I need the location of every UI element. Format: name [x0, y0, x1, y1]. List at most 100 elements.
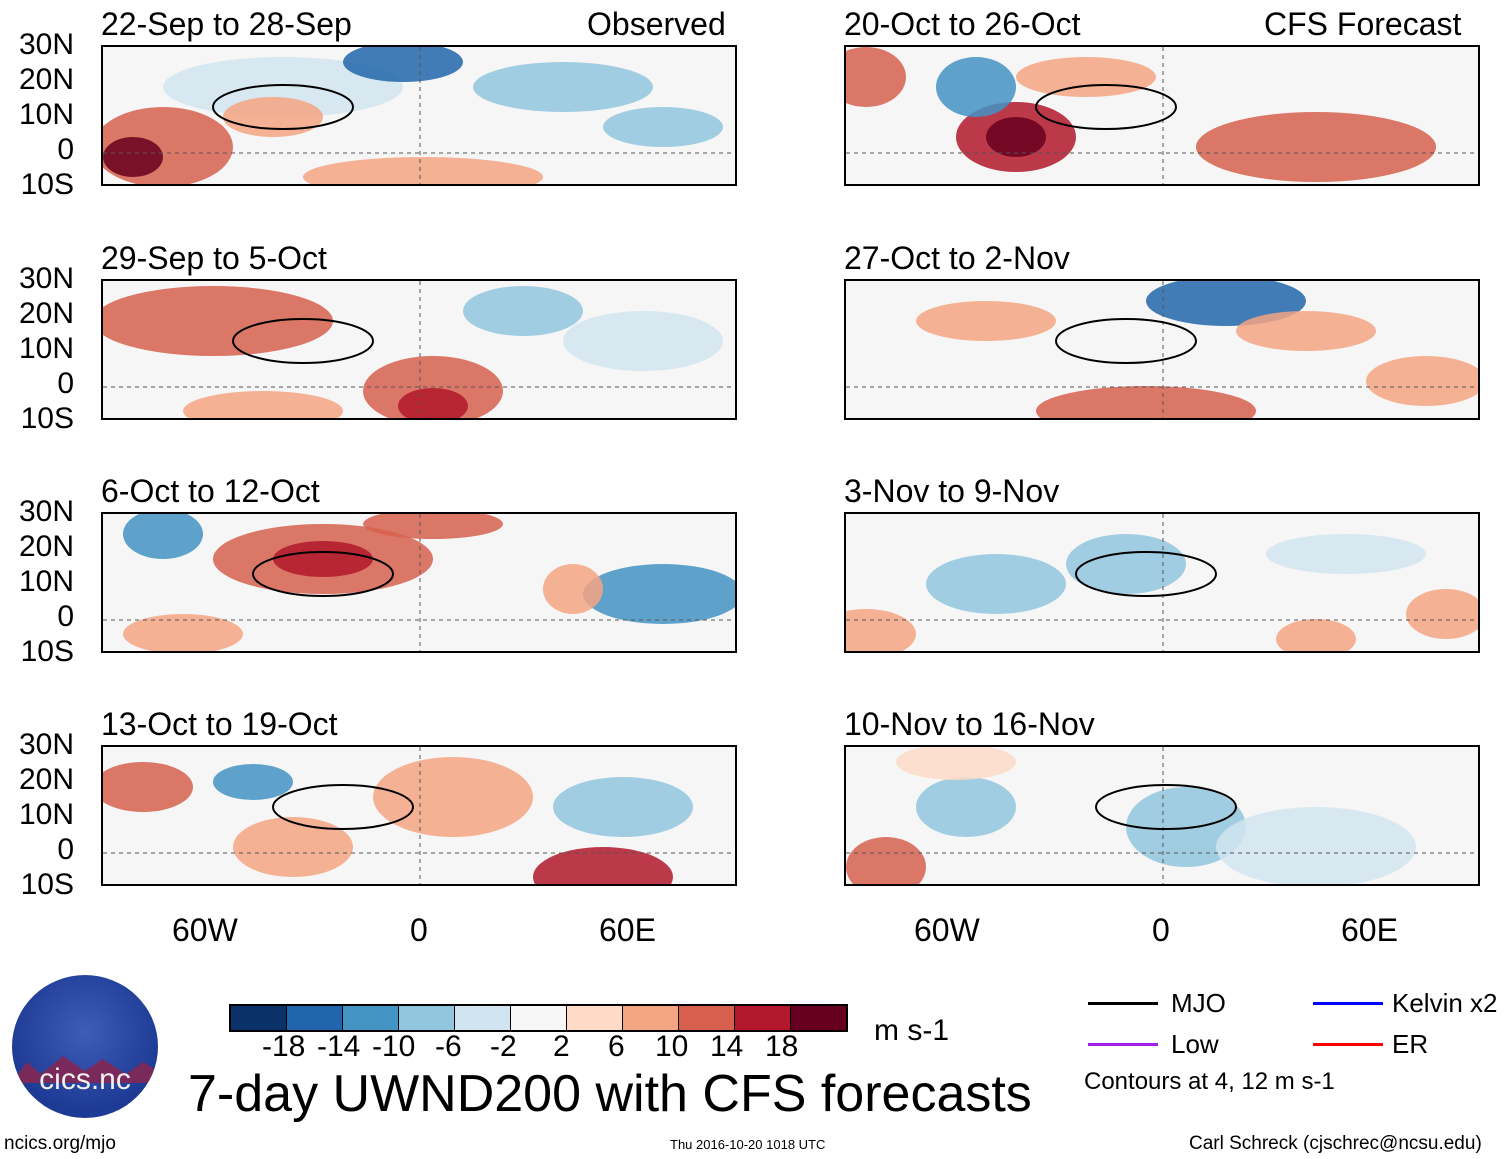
panel-title: 27-Oct to 2-Nov — [844, 240, 1070, 276]
map-panel-3 — [101, 745, 737, 886]
wind-anomaly-shading — [916, 777, 1016, 837]
colorbar-level-label: 10 — [655, 1030, 689, 1063]
wind-anomaly-shading — [1196, 112, 1436, 182]
wind-anomaly-shading — [303, 157, 543, 184]
colorbar-level-label: -10 — [372, 1030, 416, 1063]
mjo-contour — [1095, 784, 1237, 830]
lon-tick-left-60w: 60W — [172, 912, 238, 948]
mjo-contour — [252, 551, 394, 597]
lat-tick-label: 10S — [20, 635, 74, 668]
lat-tick-label: 30N — [18, 262, 74, 295]
lat-tick-label: 0 — [57, 367, 74, 400]
legend-mjo: MJO — [1171, 988, 1226, 1018]
wind-anomaly-shading — [1066, 534, 1186, 594]
wind-anomaly-shading — [398, 388, 468, 418]
colorbar-swatch — [679, 1006, 735, 1030]
mjo-contour — [232, 318, 374, 364]
lat-tick-label: 10S — [20, 868, 74, 901]
mjo-contour — [272, 784, 414, 830]
lat-tick-label: 10N — [18, 332, 74, 365]
wind-anomaly-shading — [233, 817, 353, 877]
contour-note: Contours at 4, 12 m s-1 — [1084, 1068, 1335, 1095]
map-panel-0 — [101, 45, 737, 186]
cics-logo: cics.nc — [12, 975, 158, 1118]
lat-tick-label: 20N — [18, 530, 74, 563]
wind-anomaly-shading — [1406, 589, 1478, 639]
mjo-contour — [212, 84, 354, 130]
wind-anomaly-shading — [603, 107, 723, 147]
wind-anomaly-shading — [473, 62, 653, 112]
colorbar-swatch — [231, 1006, 287, 1030]
colorbar-level-label: -18 — [262, 1030, 306, 1063]
wind-anomaly-shading — [343, 47, 463, 82]
wind-anomaly-shading — [1036, 386, 1256, 418]
colorbar — [229, 1004, 848, 1032]
wind-anomaly-shading — [1236, 311, 1376, 351]
wind-anomaly-shading — [273, 541, 373, 577]
map-panel-4 — [844, 45, 1480, 186]
colorbar-swatch — [735, 1006, 791, 1030]
wind-anomaly-shading — [583, 564, 735, 624]
lat-tick-label: 10S — [20, 168, 74, 201]
wind-anomaly-shading — [1016, 57, 1156, 97]
footer-url[interactable]: ncics.org/mjo — [4, 1133, 116, 1154]
mjo-contour — [1075, 551, 1217, 597]
wind-anomaly-shading — [103, 762, 193, 812]
wind-anomaly-shading — [363, 514, 503, 539]
panel-title: 22-Sep to 28-Sep — [101, 6, 352, 42]
lat-tick-label: 10N — [18, 798, 74, 831]
lat-tick-label: 10N — [18, 565, 74, 598]
wind-anomaly-shading — [563, 311, 723, 371]
wind-anomaly-shading — [846, 837, 926, 884]
wind-anomaly-shading — [916, 301, 1056, 341]
wind-anomaly-shading — [846, 47, 906, 107]
colorbar-swatch — [287, 1006, 343, 1030]
colorbar-swatch — [791, 1006, 846, 1030]
wind-anomaly-shading — [103, 286, 333, 356]
footer-timestamp: Thu 2016-10-20 1018 UTC — [670, 1137, 826, 1152]
colorbar-units: m s-1 — [874, 1014, 949, 1047]
wind-anomaly-shading — [896, 747, 1016, 780]
colorbar-level-label: 14 — [710, 1030, 744, 1063]
mjo-contour — [1055, 318, 1197, 364]
wind-anomaly-shading — [1216, 807, 1416, 884]
map-panel-2 — [101, 512, 737, 653]
wind-anomaly-shading — [123, 614, 243, 651]
lat-tick-label: 30N — [18, 28, 74, 61]
map-panel-5 — [844, 279, 1480, 420]
legend-line-low — [1088, 1043, 1158, 1046]
wind-anomaly-shading — [213, 764, 293, 800]
legend-er: ER — [1392, 1029, 1429, 1059]
wind-anomaly-shading — [463, 286, 583, 336]
wind-anomaly-shading — [123, 514, 203, 559]
observed-header: Observed — [587, 6, 726, 42]
colorbar-level-label: -14 — [317, 1030, 361, 1063]
wind-anomaly-shading — [223, 97, 323, 137]
wind-anomaly-shading — [163, 57, 403, 117]
panel-title: 10-Nov to 16-Nov — [844, 706, 1095, 742]
wind-anomaly-shading — [936, 57, 1016, 117]
lat-tick-label: 10S — [20, 402, 74, 435]
lon-tick-left-0: 0 — [410, 912, 428, 948]
wind-anomaly-shading — [553, 777, 693, 837]
legend-low: Low — [1171, 1029, 1219, 1059]
map-panel-1 — [101, 279, 737, 420]
wind-anomaly-shading — [373, 757, 533, 837]
lat-tick-label: 30N — [18, 495, 74, 528]
panel-title: 6-Oct to 12-Oct — [101, 473, 320, 509]
figure-title: 7-day UWND200 with CFS forecasts — [188, 1065, 1032, 1123]
panel-title: 29-Sep to 5-Oct — [101, 240, 327, 276]
lat-tick-label: 20N — [18, 297, 74, 330]
lat-tick-label: 30N — [18, 728, 74, 761]
colorbar-level-label: -2 — [490, 1030, 517, 1063]
colorbar-swatch — [511, 1006, 567, 1030]
footer-author: Carl Schreck (cjschrec@ncsu.edu) — [1189, 1133, 1482, 1154]
wind-anomaly-shading — [926, 554, 1066, 614]
colorbar-swatch — [455, 1006, 511, 1030]
lon-tick-right-0: 0 — [1152, 912, 1170, 948]
wind-anomaly-shading — [1276, 619, 1356, 651]
legend-kelvin: Kelvin x2 — [1392, 988, 1498, 1018]
wind-anomaly-shading — [986, 117, 1046, 157]
forecast-header: CFS Forecast — [1264, 6, 1462, 42]
wind-anomaly-shading — [543, 564, 603, 614]
